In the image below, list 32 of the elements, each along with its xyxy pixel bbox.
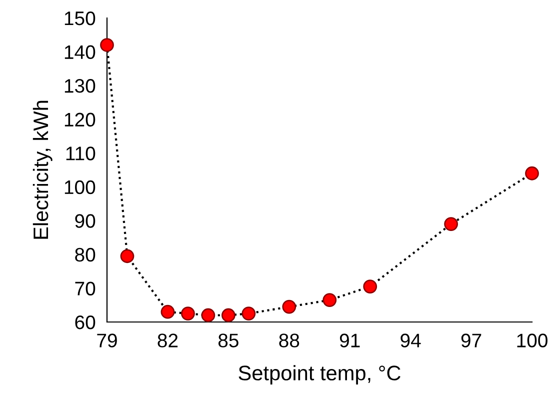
- x-tick-label: 97: [461, 334, 482, 348]
- point: [120, 249, 134, 264]
- x-tick-label: 91: [340, 334, 360, 348]
- point: [100, 38, 114, 52]
- x-tick-label: 85: [218, 334, 238, 348]
- point: [160, 304, 175, 319]
- x-tick-label: 79: [97, 334, 117, 348]
- y-tick-label: 140: [64, 45, 96, 60]
- y-tick-label: 60: [75, 315, 96, 330]
- x-tick-label: 82: [158, 334, 178, 348]
- y-tick-label: 100: [64, 180, 96, 194]
- point: [444, 217, 458, 231]
- y-tick-label: 90: [75, 214, 96, 228]
- x-tick-label: 100: [517, 334, 548, 348]
- point: [322, 293, 337, 307]
- y-tick-label: 120: [64, 112, 96, 127]
- point: [282, 300, 296, 314]
- y-tick-label: 110: [66, 146, 96, 160]
- x-axis-title: Setpoint temp, °C: [238, 365, 400, 385]
- point: [181, 306, 195, 320]
- x-tick-label: 88: [279, 334, 300, 348]
- y-axis-title: Electricity, kWh: [32, 100, 52, 239]
- point: [363, 280, 378, 294]
- x-tick-label: 94: [400, 334, 421, 348]
- y-tick-label: 150: [64, 11, 96, 26]
- point: [525, 166, 539, 180]
- point: [201, 308, 216, 322]
- point: [221, 308, 236, 322]
- point: [242, 306, 256, 320]
- y-tick-label: 80: [75, 248, 96, 262]
- y-tick-label: 70: [75, 282, 96, 296]
- y-tick-label: 130: [64, 79, 96, 93]
